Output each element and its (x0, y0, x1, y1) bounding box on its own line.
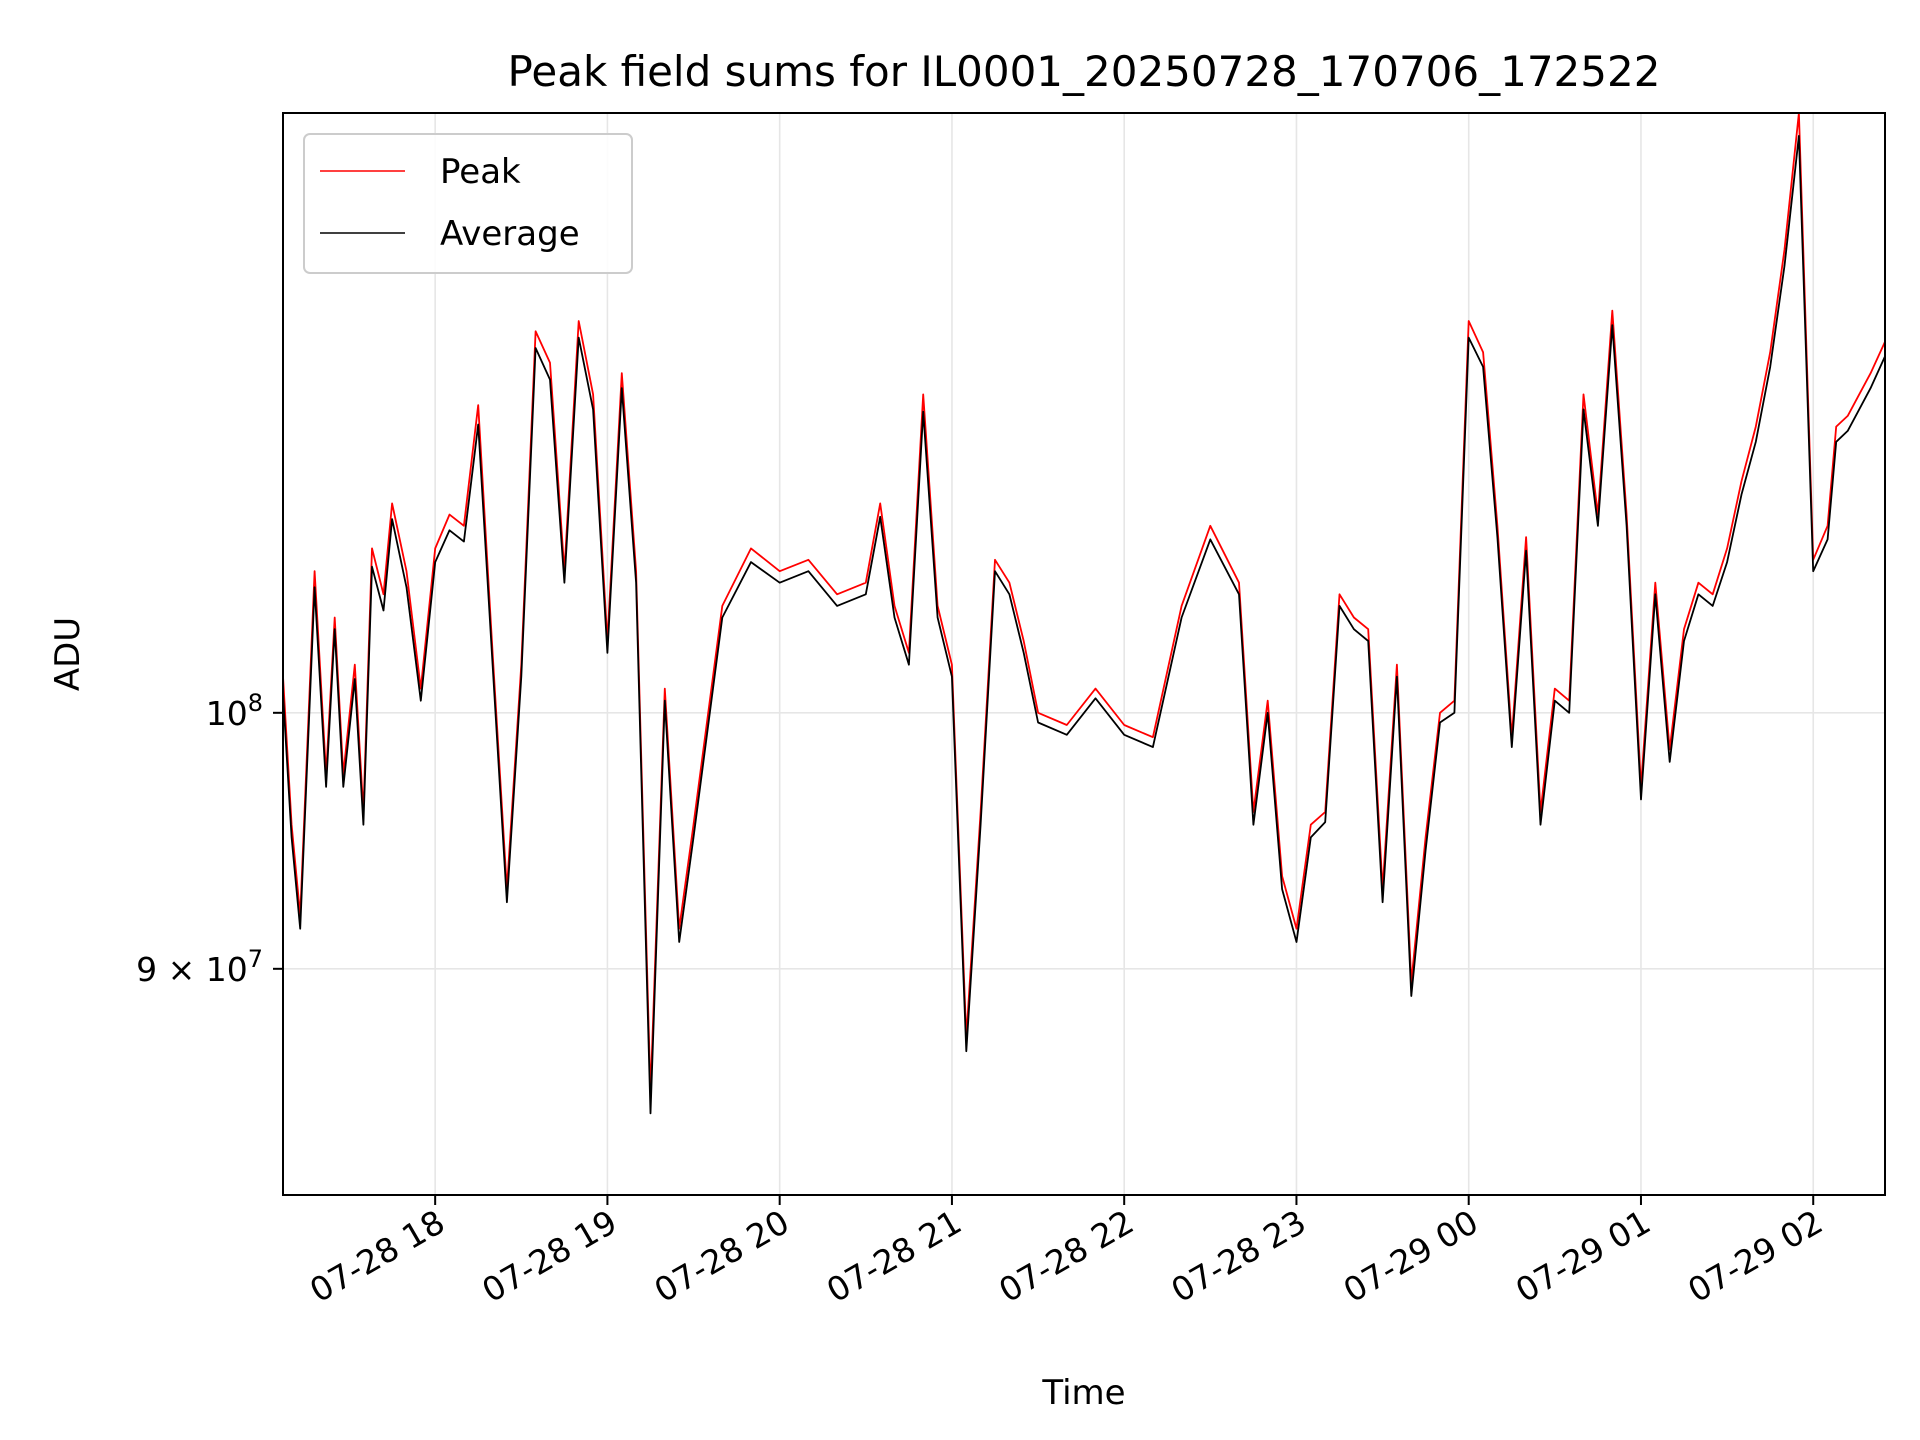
y-axis: 9 × 107 108 (136, 689, 283, 989)
legend-label-peak: Peak (440, 152, 521, 192)
series-lines (282, 112, 1886, 1115)
chart-title: Peak field sums for IL0001_20250728_1707… (508, 47, 1661, 96)
series-line-average (282, 134, 1886, 1115)
y-tick-label: 9 × 107 (136, 945, 263, 989)
legend-box (303, 133, 633, 274)
legend-label-average: Average (440, 214, 580, 254)
y-tick-label: 108 (206, 689, 263, 733)
y-axis-label: ADU (48, 617, 88, 691)
plot-frame (282, 112, 1886, 1196)
x-axis-label: Time (1041, 1373, 1125, 1413)
legend: Peak Average (303, 133, 633, 274)
